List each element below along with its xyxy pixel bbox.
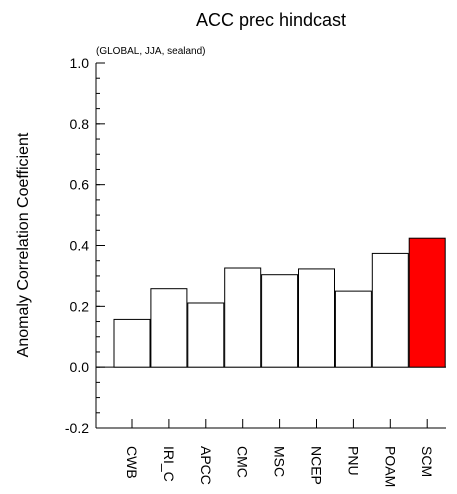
chart-title: ACC prec hindcast [196,10,346,30]
bar-cwb [113,318,151,368]
y-tick-label: 0.0 [70,359,90,375]
bar-cmc [224,267,262,368]
x-tick-label: CMC [235,446,251,478]
x-tick-label: NCEP [309,446,325,485]
x-tick-label: POAM [382,446,398,487]
y-tick-label: 1.0 [70,55,90,71]
y-tick-label: 0.2 [70,298,90,314]
y-tick-label: 0.6 [70,177,90,193]
chart-subtitle: (GLOBAL, JJA, sealand) [96,46,206,57]
x-tick-label: APCC [198,446,214,485]
x-tick-label: MSC [272,446,288,477]
bar-msc [261,274,299,368]
x-tick-label: PNU [345,446,361,476]
x-tick-label: SCM [419,446,435,477]
y-tick-label: 0.4 [70,238,90,254]
y-tick-label: 0.8 [70,116,90,132]
x-tick-label: IRI_C [161,446,177,482]
bar-poam [371,252,409,368]
bar-iri-c [150,288,188,368]
y-axis-label: Anomaly Correlation Coefficient [15,132,32,357]
bar-apcc [187,302,225,368]
bar-scm [408,237,446,368]
plot-area: -0.2 0.0 0.2 0.4 0.6 0.8 1.0 CWB IRI_C APCC CMC MSC… [65,55,446,487]
y-tick-label: -0.2 [65,420,89,436]
x-tick-label: CWB [124,446,140,479]
bar-pnu [334,290,372,368]
bar-ncep [298,268,335,368]
